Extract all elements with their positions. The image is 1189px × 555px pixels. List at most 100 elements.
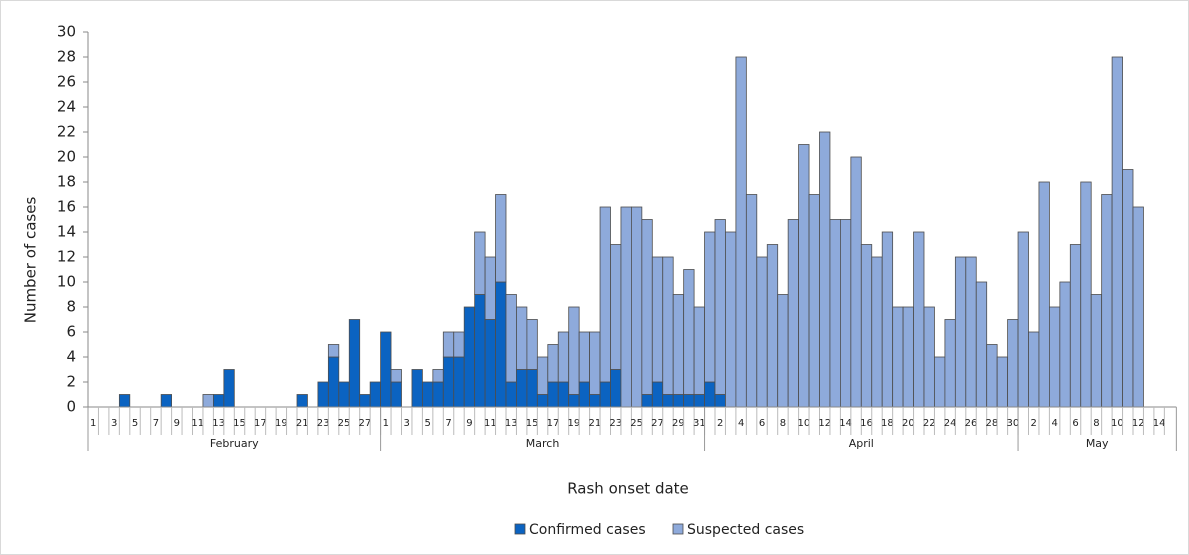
bar-segment: [421, 381, 434, 408]
bar-segment: [714, 219, 726, 395]
x-tick-label: 8: [1093, 418, 1099, 429]
bar-segment: [369, 381, 381, 408]
bar-segment: [536, 394, 549, 408]
bar-segment: [453, 356, 465, 408]
x-tick-label: 3: [111, 418, 117, 429]
bar-segment: [1122, 169, 1134, 408]
x-axis-title: Rash onset date: [567, 480, 689, 498]
x-tick-label: 21: [296, 418, 309, 429]
y-tick-label: 0: [66, 398, 76, 416]
bar-segment: [683, 394, 695, 408]
y-tick-label: 24: [57, 98, 76, 116]
bar-segment: [1132, 206, 1144, 408]
bar-segment: [672, 394, 685, 408]
bar-segment: [296, 394, 308, 408]
x-tick-label: 5: [132, 418, 138, 429]
bar-segment: [829, 219, 841, 408]
bar-segment: [474, 231, 486, 295]
bar-segment: [1028, 331, 1040, 408]
x-tick-label: 2: [717, 418, 723, 429]
bar-segment: [1038, 181, 1050, 408]
bar-segment: [599, 206, 611, 383]
x-tick-label: 11: [191, 418, 204, 429]
x-tick-label: 2: [1031, 418, 1037, 429]
bar-segment: [432, 381, 444, 408]
legend-label: Suspected cases: [687, 522, 804, 538]
y-tick-label: 28: [57, 48, 76, 66]
x-tick-label: 28: [986, 418, 999, 429]
x-tick-label: 1: [90, 418, 96, 429]
legend-swatch: [514, 523, 526, 535]
y-tick-label: 2: [66, 373, 76, 391]
bar-segment: [641, 394, 653, 408]
bar-segment: [1090, 294, 1103, 408]
bar-segment: [118, 394, 131, 408]
bar-segment: [610, 369, 622, 408]
x-tick-label: 21: [588, 418, 601, 429]
bar-segment: [432, 369, 444, 383]
x-tick-label: 7: [153, 418, 159, 429]
bar-segment: [474, 294, 486, 408]
bar-segment: [505, 381, 517, 408]
bar-segment: [651, 256, 664, 383]
y-tick-label: 26: [57, 73, 76, 91]
bar-segment: [442, 356, 455, 408]
bar-segment: [327, 356, 340, 408]
x-tick-label: 18: [881, 418, 894, 429]
bar-segment: [798, 144, 810, 408]
bar-segment: [463, 306, 476, 408]
bar-segment: [390, 381, 402, 408]
bar-segment: [641, 219, 653, 395]
y-axis-title: Number of cases: [22, 197, 40, 324]
y-tick-label: 8: [66, 298, 76, 316]
x-tick-label: 9: [174, 418, 180, 429]
bar-segment: [505, 294, 517, 383]
bar-segment: [808, 194, 820, 408]
bar-segment: [620, 206, 632, 408]
x-tick-label: 16: [860, 418, 873, 429]
y-tick-label: 30: [57, 23, 76, 41]
x-tick-label: 13: [505, 418, 518, 429]
bar-segment: [516, 306, 528, 370]
bar-segment: [338, 381, 350, 408]
bar-segment: [390, 369, 402, 383]
x-tick-label: 17: [254, 418, 267, 429]
bar-segment: [777, 294, 789, 408]
bar-segment: [860, 244, 873, 408]
bar-segment: [756, 256, 768, 408]
bar-segment: [1111, 56, 1123, 408]
x-tick-label: 23: [609, 418, 622, 429]
x-tick-label: 4: [738, 418, 744, 429]
bar-segment: [714, 394, 726, 408]
bar-segment: [495, 194, 507, 283]
bar-segment: [787, 219, 800, 408]
bar-segment: [484, 319, 496, 408]
x-tick-label: 20: [902, 418, 915, 429]
x-tick-label: 6: [759, 418, 765, 429]
x-tick-label: 17: [547, 418, 560, 429]
bar-segment: [160, 394, 172, 408]
bar-segment: [954, 256, 967, 408]
bar-segment: [662, 256, 674, 395]
bar-segment: [819, 131, 831, 408]
x-tick-label: 10: [1111, 418, 1124, 429]
bar-segment: [986, 344, 998, 408]
x-tick-label: 9: [466, 418, 472, 429]
bar-segment: [484, 256, 496, 320]
bar-segment: [1101, 194, 1113, 408]
x-tick-label: 27: [651, 418, 664, 429]
x-tick-label: 25: [338, 418, 351, 429]
y-tick-label: 14: [57, 223, 76, 241]
x-tick-label: 4: [1051, 418, 1057, 429]
bar-segment: [766, 244, 779, 408]
x-tick-label: 15: [233, 418, 246, 429]
legend-label: Confirmed cases: [529, 522, 646, 538]
bar-segment: [526, 319, 538, 370]
bar-segment: [1069, 244, 1082, 408]
x-tick-label: 10: [797, 418, 810, 429]
y-tick-label: 20: [57, 148, 76, 166]
bar-segment: [526, 369, 538, 408]
y-tick-label: 10: [57, 273, 76, 291]
month-label: April: [849, 437, 874, 450]
x-tick-label: 19: [275, 418, 288, 429]
